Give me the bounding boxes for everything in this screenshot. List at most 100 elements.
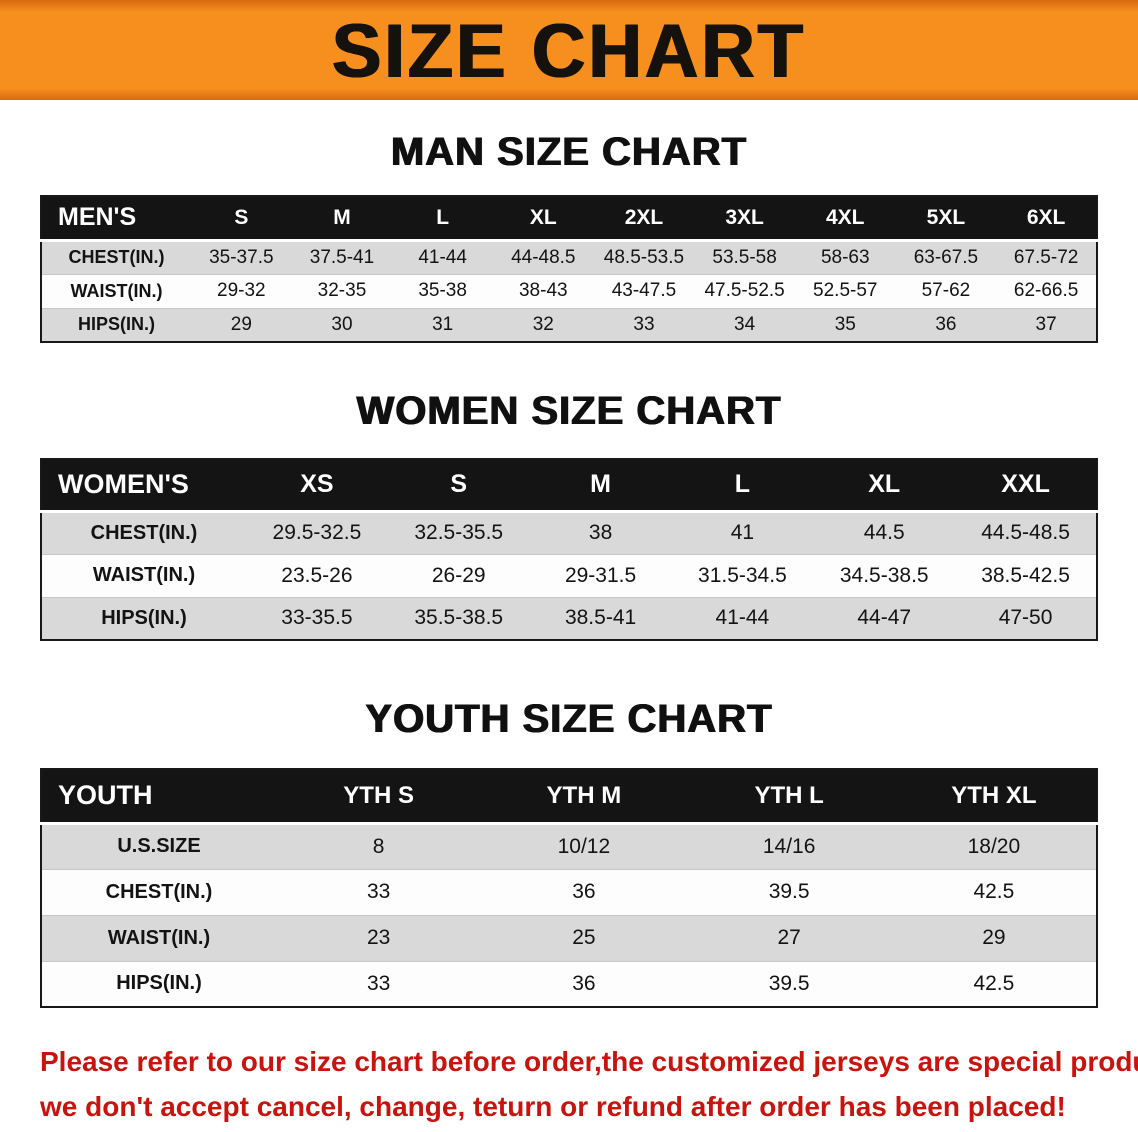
size-column-header: XL [813,459,956,513]
size-value-cell: 30 [291,308,393,343]
row-label: WAIST(IN.) [41,915,276,962]
row-label: HIPS(IN.) [41,961,276,1008]
size-value-cell: 57-62 [895,274,997,309]
size-value-cell: 42.5 [891,869,1097,916]
size-value-cell: 67.5-72 [996,240,1097,275]
table-row: HIPS(IN.) 33-35.5 35.5-38.5 38.5-41 41-44 44-… [41,597,1097,641]
disclaimer-line-1: Please refer to our size chart before or… [40,1046,1138,1077]
size-value-cell: 47-50 [955,597,1097,641]
size-column-header: M [529,459,672,513]
page-title: SIZE CHART [332,7,806,93]
size-column-header: L [392,196,493,242]
size-value-cell: 44.5-48.5 [955,511,1097,555]
size-value-cell: 36 [481,869,687,916]
table-row: CHEST(IN.) 33 36 39.5 42.5 [41,869,1097,916]
row-label: WAIST(IN.) [41,554,246,598]
size-column-header: S [387,459,530,513]
size-value-cell: 36 [481,961,687,1008]
table-row: WAIST(IN.) 23.5-26 26-29 29-31.5 31.5-34.5 34… [41,554,1097,598]
size-value-cell: 41-44 [671,597,814,641]
size-value-cell: 37 [996,308,1097,343]
size-column-header: S [191,196,292,242]
row-label: CHEST(IN.) [41,511,246,555]
size-value-cell: 44-47 [813,597,956,641]
size-column-header: XXL [955,459,1097,513]
table-title-cell: YOUTH [41,769,276,825]
table-title-cell: MEN'S [41,196,191,242]
women-size-section: WOMEN SIZE CHART WOMEN'S XS S M L XL XXL CHEST(… [0,389,1138,641]
size-value-cell: 37.5-41 [291,240,393,275]
table-row: HIPS(IN.) 33 36 39.5 42.5 [41,961,1097,1008]
size-value-cell: 62-66.5 [996,274,1097,309]
size-column-header: YTH M [481,769,687,825]
size-value-cell: 18/20 [891,823,1097,870]
size-column-header: L [671,459,814,513]
size-column-header: M [291,196,393,242]
row-label: HIPS(IN.) [41,308,191,343]
table-row: CHEST(IN.) 29.5-32.5 32.5-35.5 38 41 44.5 44.5… [41,511,1097,555]
size-value-cell: 63-67.5 [895,240,997,275]
size-value-cell: 8 [276,823,482,870]
youth-size-chart-heading: YOUTH SIZE CHART [365,697,773,741]
size-column-header: 5XL [895,196,997,242]
womens-size-table: WOMEN'S XS S M L XL XXL CHEST(IN.) 29.5-32.5 32.5… [40,458,1098,641]
size-value-cell: 27 [686,915,892,962]
table-row: U.S.SIZE 8 10/12 14/16 18/20 [41,823,1097,870]
size-value-cell: 31 [392,308,493,343]
size-column-header: YTH L [686,769,892,825]
size-value-cell: 23.5-26 [246,554,388,598]
size-value-cell: 42.5 [891,961,1097,1008]
mens-size-table: MEN'S S M L XL 2XL 3XL 4XL 5XL 6XL CHEST(IN.) 35-37… [40,195,1098,343]
size-value-cell: 32 [492,308,594,343]
table-row: WAIST(IN.) 29-32 32-35 35-38 38-43 43-47.5 47.… [41,274,1097,309]
disclaimer-note: Please refer to our size chart before or… [40,1040,1138,1130]
row-label: WAIST(IN.) [41,274,191,309]
size-value-cell: 58-63 [794,240,896,275]
size-column-header: YTH XL [891,769,1097,825]
size-value-cell: 33 [276,869,482,916]
size-column-header: 6XL [996,196,1097,242]
size-value-cell: 34 [694,308,795,343]
size-value-cell: 29.5-32.5 [246,511,388,555]
table-row: WAIST(IN.) 23 25 27 29 [41,915,1097,962]
size-column-header: 4XL [794,196,896,242]
size-value-cell: 41 [671,511,814,555]
size-value-cell: 32-35 [291,274,393,309]
size-value-cell: 39.5 [686,869,892,916]
size-value-cell: 26-29 [387,554,530,598]
table-header-row: MEN'S S M L XL 2XL 3XL 4XL 5XL 6XL [41,196,1097,242]
size-value-cell: 35 [794,308,896,343]
size-value-cell: 41-44 [392,240,493,275]
size-value-cell: 43-47.5 [593,274,695,309]
row-label: CHEST(IN.) [41,869,276,916]
size-value-cell: 47.5-52.5 [694,274,795,309]
size-value-cell: 29 [191,308,292,343]
row-label: CHEST(IN.) [41,240,191,275]
size-value-cell: 14/16 [686,823,892,870]
youth-size-table: YOUTH YTH S YTH M YTH L YTH XL U.S.SIZE 8 10/12… [40,768,1098,1008]
size-value-cell: 29 [891,915,1097,962]
size-value-cell: 38 [529,511,672,555]
size-value-cell: 31.5-34.5 [671,554,814,598]
size-column-header: 3XL [694,196,795,242]
size-value-cell: 29-31.5 [529,554,672,598]
size-value-cell: 35-37.5 [191,240,292,275]
size-value-cell: 33 [276,961,482,1008]
table-header-row: YOUTH YTH S YTH M YTH L YTH XL [41,769,1097,825]
size-value-cell: 32.5-35.5 [387,511,530,555]
youth-size-section: YOUTH SIZE CHART YOUTH YTH S YTH M YTH L YTH… [0,697,1138,1008]
table-header-row: WOMEN'S XS S M L XL XXL [41,459,1097,513]
size-value-cell: 44.5 [813,511,956,555]
size-value-cell: 52.5-57 [794,274,896,309]
size-value-cell: 33 [593,308,695,343]
table-row: CHEST(IN.) 35-37.5 37.5-41 41-44 44-48.5 48.5… [41,240,1097,275]
size-value-cell: 29-32 [191,274,292,309]
size-value-cell: 36 [895,308,997,343]
table-row: HIPS(IN.) 29 30 31 32 33 34 35 36 37 [41,308,1097,343]
size-value-cell: 39.5 [686,961,892,1008]
size-chart-banner: SIZE CHART [0,0,1138,100]
man-size-section: MAN SIZE CHART MEN'S S M L XL 2XL 3XL 4XL 5XL 6XL… [0,130,1138,343]
size-value-cell: 35.5-38.5 [387,597,530,641]
size-value-cell: 23 [276,915,482,962]
size-value-cell: 25 [481,915,687,962]
